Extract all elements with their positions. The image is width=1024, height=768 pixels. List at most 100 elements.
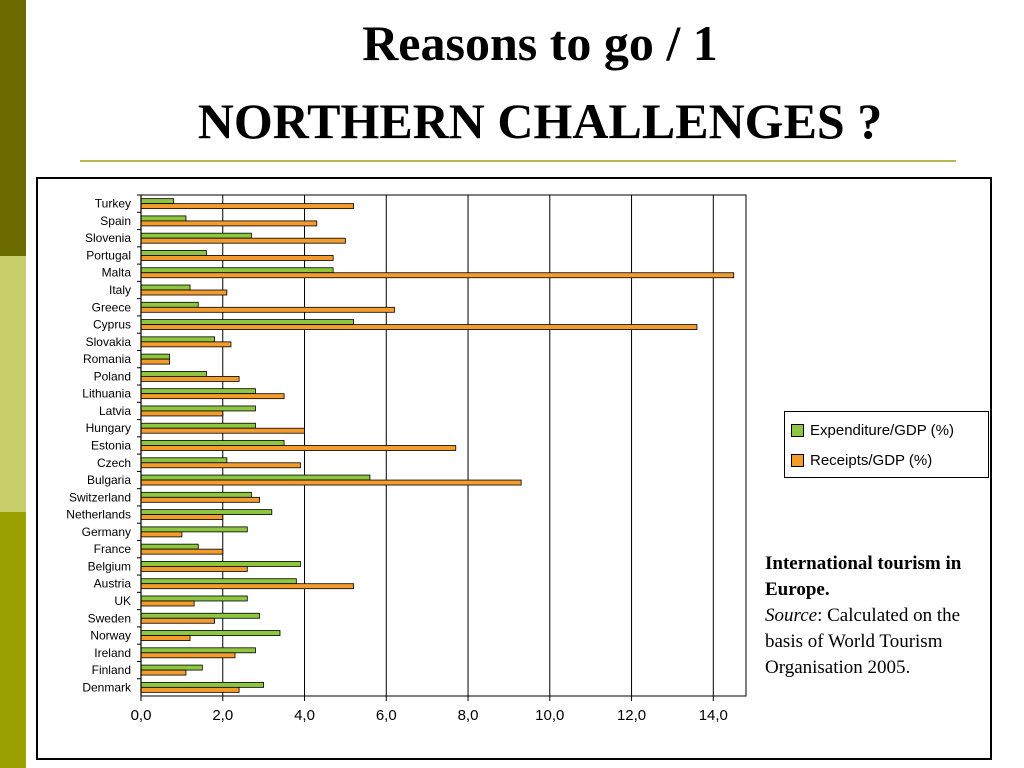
x-tick-label: 0,0 — [131, 707, 152, 724]
bar-receipts — [140, 462, 301, 469]
y-tick-label: Ireland — [94, 646, 131, 660]
bar-receipts — [140, 445, 457, 451]
bar-receipts — [140, 669, 187, 676]
bar-receipts — [140, 617, 215, 624]
y-tick-label: Switzerland — [69, 490, 131, 504]
bar-expenditure — [140, 284, 191, 291]
y-tick-label: Denmark — [82, 680, 132, 694]
bar-receipts — [140, 652, 236, 659]
legend-swatch-receipts — [791, 453, 804, 467]
bar-expenditure — [140, 681, 265, 688]
y-tick-label: Hungary — [86, 421, 131, 435]
bar-expenditure — [140, 301, 199, 308]
bar-receipts — [140, 289, 228, 296]
y-tick-label: Norway — [90, 629, 131, 643]
bar-expenditure — [140, 440, 285, 446]
bar-chart: 0,0 2,0 4,0 6,0 8,0 10,0 12,0 14,0 Turkey Spain Sl… — [66, 194, 747, 724]
legend-item-expenditure: Expenditure/GDP (%) — [791, 421, 954, 441]
bar-receipts — [140, 496, 260, 503]
bar-expenditure — [140, 336, 215, 343]
sidebar-decoration — [0, 0, 26, 768]
note-source-label: Source — [765, 605, 818, 626]
bar-expenditure — [140, 578, 297, 585]
x-tick-label: 2,0 — [212, 707, 233, 724]
y-tick-label: Finland — [92, 663, 131, 677]
y-tick-label: Poland — [94, 369, 131, 383]
y-tick-label: Romania — [83, 352, 131, 366]
y-tick-label: Slovenia — [85, 231, 131, 245]
bar-expenditure — [140, 543, 199, 550]
y-tick-label: Estonia — [91, 439, 131, 453]
bar-receipts — [140, 548, 224, 555]
bar-receipts — [140, 358, 171, 365]
bar-expenditure — [140, 319, 354, 325]
y-tick-label: Bulgaria — [87, 473, 131, 487]
sidebar-block-top — [0, 0, 26, 256]
bar-receipts — [140, 583, 354, 590]
y-tick-label: Portugal — [86, 248, 131, 262]
y-tick-label: Italy — [109, 283, 131, 297]
y-tick-label: Turkey — [95, 197, 131, 211]
bar-receipts — [140, 324, 698, 330]
y-tick-label: France — [94, 542, 132, 556]
bar-expenditure — [140, 595, 248, 602]
bar-receipts — [140, 375, 240, 382]
bar-expenditure — [140, 561, 301, 567]
y-tick-label: Belgium — [88, 559, 131, 573]
bar-expenditure — [140, 474, 371, 481]
bar-expenditure — [140, 198, 175, 205]
bar-expenditure — [140, 353, 171, 360]
sidebar-block-bottom — [0, 512, 26, 768]
slide-title-line1: Reasons to go / 1 — [362, 15, 718, 71]
bar-receipts — [140, 237, 346, 244]
source-note: International tourism in Europe. Source:… — [765, 551, 980, 681]
bar-receipts — [140, 203, 354, 210]
y-tick-label: Spain — [100, 214, 131, 228]
y-tick-label: Lithuania — [82, 387, 131, 401]
y-tick-label: Cyprus — [93, 318, 131, 332]
bar-receipts — [140, 566, 248, 572]
title-divider — [80, 160, 956, 162]
y-tick-label: Austria — [94, 577, 132, 591]
bar-expenditure — [140, 370, 207, 377]
y-tick-label: Netherlands — [66, 508, 131, 522]
legend-label-expenditure: Expenditure/GDP (%) — [810, 422, 954, 439]
x-tick-label: 10,0 — [535, 707, 564, 724]
bar-expenditure — [140, 457, 228, 464]
bar-receipts — [140, 686, 240, 693]
y-tick-label: Slovakia — [86, 335, 132, 349]
y-tick-label: Latvia — [99, 404, 131, 418]
bar-receipts — [140, 427, 305, 434]
bar-receipts — [140, 600, 195, 607]
bar-expenditure — [140, 491, 252, 498]
bar-expenditure — [140, 215, 187, 222]
bar-expenditure — [140, 664, 203, 671]
bar-receipts — [140, 410, 224, 417]
legend-swatch-expenditure — [791, 423, 804, 437]
x-tick-label: 14,0 — [699, 707, 728, 724]
legend-item-receipts: Receipts/GDP (%) — [791, 451, 932, 471]
bar-expenditure — [140, 422, 256, 429]
bar-receipts — [140, 479, 522, 486]
x-tick-label: 8,0 — [458, 707, 479, 724]
y-tick-label: UK — [114, 594, 131, 608]
bar-receipts — [140, 531, 183, 538]
bar-expenditure — [140, 509, 273, 516]
bar-expenditure — [140, 232, 252, 239]
bar-receipts — [140, 635, 191, 641]
bar-expenditure — [140, 388, 256, 395]
y-tick-label: Malta — [102, 266, 132, 280]
note-heading: International tourism in Europe. — [765, 553, 962, 600]
bar-receipts — [140, 306, 395, 313]
chart-frame: 0,0 2,0 4,0 6,0 8,0 10,0 12,0 14,0 Turkey Spain Sl… — [36, 177, 992, 760]
bar-receipts — [140, 255, 334, 261]
bar-expenditure — [140, 405, 256, 412]
legend-label-receipts: Receipts/GDP (%) — [810, 452, 933, 469]
y-tick-label: Greece — [92, 300, 132, 314]
x-tick-label: 6,0 — [376, 707, 397, 724]
bar-expenditure — [140, 267, 334, 274]
bar-receipts — [140, 341, 232, 348]
bar-receipts — [140, 514, 224, 521]
bar-expenditure — [140, 250, 207, 256]
x-tick-label: 4,0 — [294, 707, 315, 724]
